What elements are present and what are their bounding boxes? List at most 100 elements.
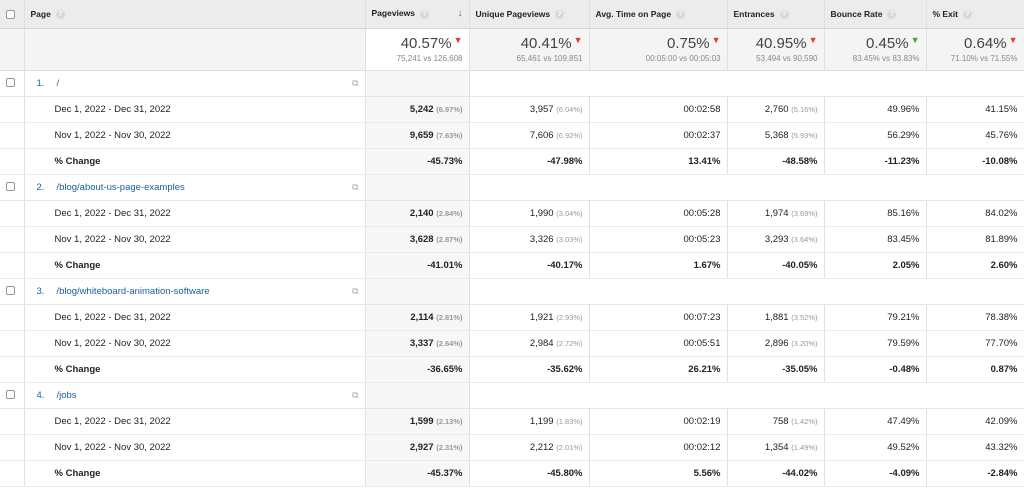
bounce-rate-cell: 49.96% bbox=[824, 96, 927, 123]
column-header-page[interactable]: Page? bbox=[24, 0, 366, 29]
avg-time-cell: 1.67% bbox=[589, 252, 728, 279]
bounce-rate-cell: 56.29% bbox=[824, 122, 927, 149]
page-group-row[interactable]: 1. / ⧉ bbox=[0, 70, 1024, 97]
summary-cell: 40.41% ▼ 65,461 vs 109,851 bbox=[469, 28, 590, 71]
row-label: Dec 1, 2022 - Dec 31, 2022 bbox=[24, 200, 366, 227]
summary-value: 0.75% bbox=[667, 35, 710, 52]
bounce-rate-cell: 83.45% bbox=[824, 226, 927, 253]
unique-pageviews-cell: -45.80% bbox=[469, 460, 590, 487]
row-label: Nov 1, 2022 - Nov 30, 2022 bbox=[24, 330, 366, 357]
row-label: % Change bbox=[24, 356, 366, 383]
row-index: 1. bbox=[36, 77, 45, 89]
date-range-row: Dec 1, 2022 - Dec 31, 2022 2,140 (2.84%)… bbox=[0, 200, 1024, 227]
column-header-exit[interactable]: % Exit? bbox=[926, 0, 1024, 29]
trend-down-arrow-icon: ▼ bbox=[453, 35, 463, 45]
summary-compare: 00:05:00 vs 00:05:03 bbox=[645, 54, 721, 63]
help-icon[interactable]: ? bbox=[963, 9, 973, 19]
row-checkbox[interactable] bbox=[6, 182, 15, 192]
page-group-row[interactable]: 4. /jobs ⧉ bbox=[0, 382, 1024, 409]
unique-pageviews-cell: 1,990 (3.04%) bbox=[469, 200, 590, 227]
row-label: Nov 1, 2022 - Nov 30, 2022 bbox=[24, 434, 366, 461]
column-header-unique-pageviews[interactable]: Unique Pageviews? bbox=[469, 0, 590, 29]
column-header-entrances[interactable]: Entrances? bbox=[727, 0, 825, 29]
date-range-row: Nov 1, 2022 - Nov 30, 2022 9,659 (7.63%)… bbox=[0, 122, 1024, 149]
avg-time-cell: 00:02:58 bbox=[589, 96, 728, 123]
exit-cell: -10.08% bbox=[926, 148, 1024, 175]
exit-cell: 41.15% bbox=[926, 96, 1024, 123]
exit-cell: 2.60% bbox=[926, 252, 1024, 279]
unique-pageviews-cell: 1,921 (2.93%) bbox=[469, 304, 590, 331]
pageviews-cell: 3,337 (2.64%) bbox=[365, 330, 470, 357]
row-label: Dec 1, 2022 - Dec 31, 2022 bbox=[24, 304, 366, 331]
pageviews-cell: 2,927 (2.31%) bbox=[365, 434, 470, 461]
row-checkbox[interactable] bbox=[6, 286, 15, 296]
column-header-avg-time-on-page[interactable]: Avg. Time on Page? bbox=[589, 0, 728, 29]
unique-pageviews-cell: 7,606 (6.92%) bbox=[469, 122, 590, 149]
summary-cell: 0.75% ▼ 00:05:00 vs 00:05:03 bbox=[589, 28, 728, 71]
row-checkbox[interactable] bbox=[6, 390, 15, 400]
page-link[interactable]: /jobs bbox=[56, 389, 77, 401]
entrances-cell: 1,354 (1.49%) bbox=[727, 434, 825, 461]
help-icon[interactable]: ? bbox=[55, 9, 65, 19]
column-label: Entrances bbox=[733, 8, 775, 19]
percent-change-row: % Change -36.65% -35.62% 26.21% -35.05% … bbox=[0, 356, 1024, 383]
exit-cell: 0.87% bbox=[926, 356, 1024, 383]
help-icon[interactable]: ? bbox=[779, 9, 789, 19]
page-link[interactable]: / bbox=[56, 77, 60, 89]
exit-cell: 43.32% bbox=[926, 434, 1024, 461]
page-link[interactable]: /blog/whiteboard-animation-software bbox=[56, 285, 210, 297]
date-range-row: Dec 1, 2022 - Dec 31, 2022 2,114 (2.81%)… bbox=[0, 304, 1024, 331]
avg-time-cell: 26.21% bbox=[589, 356, 728, 383]
entrances-cell: 1,974 (3.69%) bbox=[727, 200, 825, 227]
summary-compare: 83.45% vs 83.83% bbox=[852, 54, 920, 63]
summary-cell: 0.45% ▼ 83.45% vs 83.83% bbox=[824, 28, 927, 71]
bounce-rate-cell: 49.52% bbox=[824, 434, 927, 461]
bounce-rate-cell: 79.21% bbox=[824, 304, 927, 331]
pageviews-cell: 1,599 (2.13%) bbox=[365, 408, 470, 435]
column-label: Bounce Rate bbox=[830, 8, 883, 19]
row-checkbox[interactable] bbox=[6, 78, 15, 88]
pageviews-cell: 3,628 (2.87%) bbox=[365, 226, 470, 253]
column-header-pageviews[interactable]: Pageviews? ↓ bbox=[365, 0, 470, 29]
pageviews-cell: 9,659 (7.63%) bbox=[365, 122, 470, 149]
help-icon[interactable]: ? bbox=[887, 9, 897, 19]
pageviews-cell: -36.65% bbox=[365, 356, 470, 383]
open-page-icon[interactable]: ⧉ bbox=[352, 181, 359, 192]
unique-pageviews-cell: -40.17% bbox=[469, 252, 590, 279]
column-header-bounce-rate[interactable]: Bounce Rate? bbox=[824, 0, 927, 29]
summary-compare: 53,494 vs 90,590 bbox=[756, 54, 818, 63]
help-icon[interactable]: ? bbox=[419, 9, 429, 19]
unique-pageviews-cell: -47.98% bbox=[469, 148, 590, 175]
open-page-icon[interactable]: ⧉ bbox=[352, 77, 359, 88]
date-range-row: Dec 1, 2022 - Dec 31, 2022 1,599 (2.13%)… bbox=[0, 408, 1024, 435]
page-group-row[interactable]: 3. /blog/whiteboard-animation-software ⧉ bbox=[0, 278, 1024, 305]
summary-cell: 40.95% ▼ 53,494 vs 90,590 bbox=[727, 28, 825, 71]
page-group-row[interactable]: 2. /blog/about-us-page-examples ⧉ bbox=[0, 174, 1024, 201]
sort-arrow-icon[interactable]: ↓ bbox=[457, 8, 463, 20]
column-label: Pageviews bbox=[371, 8, 415, 19]
trend-down-arrow-icon: ▼ bbox=[910, 35, 920, 45]
date-range-row: Nov 1, 2022 - Nov 30, 2022 3,628 (2.87%)… bbox=[0, 226, 1024, 253]
entrances-cell: -35.05% bbox=[727, 356, 825, 383]
entrances-cell: -48.58% bbox=[727, 148, 825, 175]
trend-down-arrow-icon: ▼ bbox=[1008, 35, 1018, 45]
unique-pageviews-cell: -35.62% bbox=[469, 356, 590, 383]
help-icon[interactable]: ? bbox=[555, 9, 565, 19]
unique-pageviews-cell: 1,199 (1.83%) bbox=[469, 408, 590, 435]
column-label: Unique Pageviews bbox=[475, 8, 551, 19]
row-label: Nov 1, 2022 - Nov 30, 2022 bbox=[24, 226, 366, 253]
select-all-cell[interactable] bbox=[0, 0, 25, 29]
column-label: Avg. Time on Page bbox=[595, 8, 672, 19]
page-link[interactable]: /blog/about-us-page-examples bbox=[56, 181, 185, 193]
exit-cell: 42.09% bbox=[926, 408, 1024, 435]
open-page-icon[interactable]: ⧉ bbox=[352, 285, 359, 296]
row-index: 3. bbox=[36, 285, 45, 297]
trend-down-arrow-icon: ▼ bbox=[808, 35, 818, 45]
help-icon[interactable]: ? bbox=[676, 9, 686, 19]
avg-time-cell: 00:07:23 bbox=[589, 304, 728, 331]
summary-compare: 75,241 vs 126,608 bbox=[396, 54, 463, 63]
date-range-row: Dec 1, 2022 - Dec 31, 2022 5,242 (6.97%)… bbox=[0, 96, 1024, 123]
open-page-icon[interactable]: ⧉ bbox=[352, 389, 359, 400]
select-all-checkbox[interactable] bbox=[6, 9, 15, 19]
